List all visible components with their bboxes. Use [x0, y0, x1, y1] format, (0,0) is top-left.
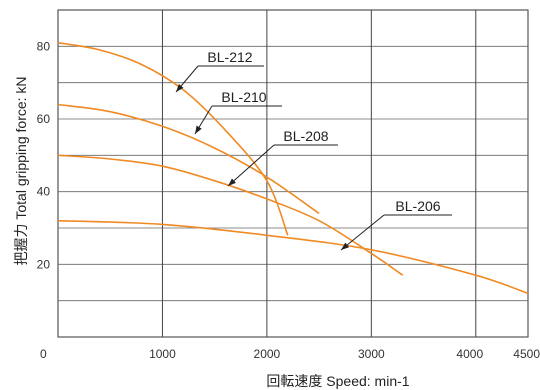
series-lines — [57, 41, 529, 295]
leader-line — [227, 144, 275, 187]
series-label: BL-208 — [283, 128, 328, 144]
series-label: BL-210 — [221, 89, 266, 105]
series-line-bl-206 — [57, 219, 529, 295]
x-tick-label: 1000 — [149, 347, 176, 361]
series-line-bl-212 — [57, 41, 289, 236]
x-tick-label: 2000 — [254, 347, 281, 361]
callout-bl-206: BL-206 — [340, 198, 452, 251]
callout-bl-208: BL-208 — [227, 128, 338, 187]
y-tick-label: 40 — [37, 185, 51, 199]
leader-line — [340, 214, 385, 251]
y-tick-label: 60 — [37, 112, 51, 126]
x-tick-label: 4500 — [513, 347, 540, 361]
series-label: BL-206 — [395, 198, 440, 214]
y-axis-title: 把握力 Total gripping force: kN — [13, 76, 29, 265]
series-label: BL-212 — [207, 49, 252, 65]
plot-area — [57, 9, 529, 338]
arrowhead — [341, 242, 350, 250]
callout-bl-210: BL-210 — [194, 89, 282, 135]
x-tick-label: 4000 — [456, 347, 483, 361]
x-axis-title: 回転速度 Speed: min-1 — [266, 373, 409, 389]
plot-frame — [57, 9, 529, 338]
tick-labels: 0 1000 2000 3000 4000 4500 20 40 60 80 — [37, 39, 540, 361]
x-tick-label: 0 — [40, 347, 47, 361]
x-tick-label: 3000 — [358, 347, 385, 361]
arrowhead — [228, 178, 236, 186]
arrowhead — [195, 125, 202, 134]
series-line-bl-208 — [57, 154, 404, 276]
series-line-bl-210 — [57, 103, 320, 215]
y-tick-label: 80 — [37, 39, 51, 53]
y-tick-label: 20 — [37, 257, 51, 271]
callout-bl-212: BL-212 — [175, 49, 264, 93]
series-callouts: BL-212 BL-210 BL-208 BL-206 — [175, 49, 452, 251]
arrowhead — [176, 83, 184, 92]
